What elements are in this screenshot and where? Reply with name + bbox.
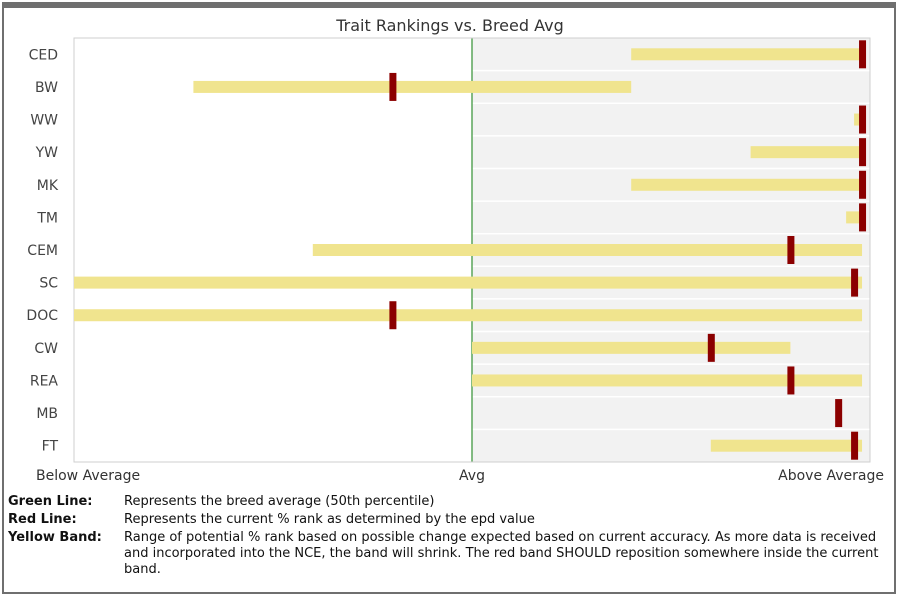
trait-rankings-chart: Trait Rankings vs. Breed Avg CED BW WW YW MK… bbox=[26, 16, 884, 484]
category-label: CEM bbox=[27, 243, 58, 259]
yellow-band bbox=[750, 146, 863, 159]
category-label: BW bbox=[35, 80, 58, 96]
yellow-band bbox=[472, 341, 791, 354]
chart-title: Trait Rankings vs. Breed Avg bbox=[335, 16, 564, 35]
category-label: CW bbox=[34, 341, 58, 357]
category-label: MK bbox=[37, 178, 59, 194]
red-marker bbox=[389, 301, 397, 330]
red-marker bbox=[787, 366, 795, 395]
category-label: FT bbox=[42, 439, 59, 455]
yellow-band bbox=[854, 113, 863, 126]
legend-text-red: Represents the current % rank as determi… bbox=[124, 512, 535, 527]
category-label: REA bbox=[30, 373, 59, 389]
legend-key-green: Green Line: bbox=[8, 494, 93, 509]
category-label: YW bbox=[35, 145, 59, 161]
red-marker bbox=[835, 399, 843, 428]
category-label: MB bbox=[36, 406, 58, 422]
yellow-band bbox=[631, 48, 863, 61]
legend-row-red: Red Line: Represents the current % rank … bbox=[8, 512, 888, 528]
red-marker bbox=[859, 40, 867, 69]
plot-border bbox=[73, 37, 871, 463]
red-marker bbox=[859, 105, 867, 134]
yellow-band bbox=[631, 178, 863, 191]
yellow-band bbox=[193, 80, 632, 93]
red-marker bbox=[859, 203, 867, 232]
red-marker bbox=[389, 72, 397, 101]
x-tick-label: Above Average bbox=[778, 468, 884, 484]
red-marker bbox=[787, 236, 795, 264]
x-tick-label: Avg bbox=[459, 468, 485, 484]
legend-row-green: Green Line: Represents the breed average… bbox=[8, 494, 888, 510]
yellow-band bbox=[710, 439, 863, 452]
legend: Green Line: Represents the breed average… bbox=[8, 494, 888, 580]
category-label: WW bbox=[30, 113, 58, 129]
red-marker bbox=[851, 431, 859, 460]
legend-row-yellow: Yellow Band: Range of potential % rank b… bbox=[8, 530, 888, 578]
red-marker bbox=[859, 170, 867, 199]
red-marker bbox=[707, 333, 715, 362]
category-label: SC bbox=[39, 276, 58, 292]
legend-key-red: Red Line: bbox=[8, 512, 77, 527]
category-label: DOC bbox=[26, 308, 58, 324]
yellow-band bbox=[74, 309, 863, 322]
legend-key-yellow: Yellow Band: bbox=[8, 530, 102, 545]
red-marker bbox=[859, 138, 867, 167]
red-marker bbox=[851, 268, 859, 297]
category-label: TM bbox=[36, 210, 58, 226]
legend-text-green: Represents the breed average (50th perce… bbox=[124, 494, 435, 509]
yellow-band bbox=[312, 244, 863, 256]
yellow-band bbox=[846, 211, 863, 224]
yellow-band bbox=[472, 374, 863, 387]
yellow-band bbox=[74, 276, 863, 289]
x-tick-label: Below Average bbox=[36, 468, 140, 484]
legend-text-yellow: Range of potential % rank based on possi… bbox=[124, 530, 879, 577]
category-label: CED bbox=[29, 47, 58, 63]
